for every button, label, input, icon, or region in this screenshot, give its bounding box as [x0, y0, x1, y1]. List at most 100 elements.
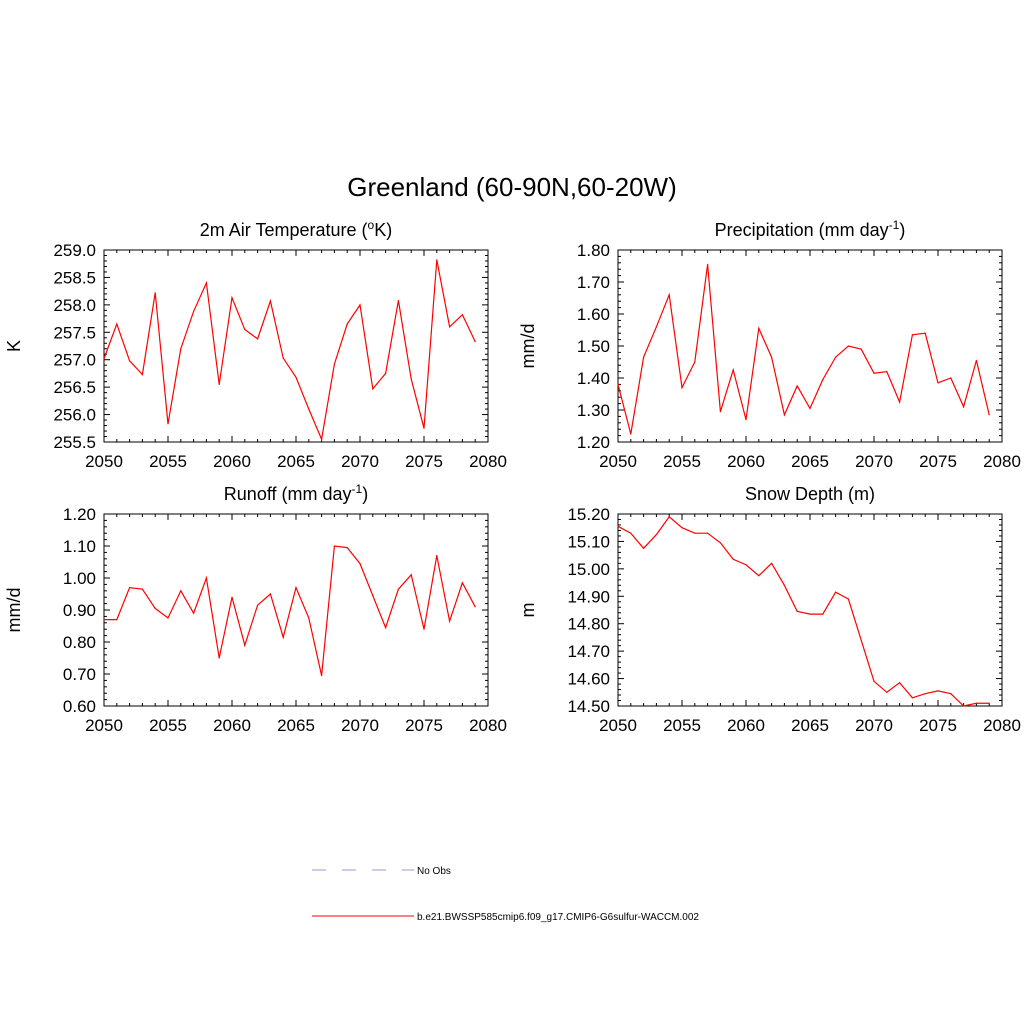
data-point [822, 613, 824, 615]
data-point [835, 356, 837, 358]
y-tick-label: 0.70 [63, 665, 96, 684]
y-tick-label: 1.60 [577, 305, 610, 324]
x-tick-label: 2050 [85, 452, 123, 471]
y-tick-label: 1.00 [63, 569, 96, 588]
y-tick-label: 15.00 [567, 560, 610, 579]
data-point [205, 282, 207, 284]
x-tick-label: 2050 [85, 716, 123, 735]
data-point [655, 326, 658, 328]
y-tick-label: 0.80 [63, 633, 96, 652]
data-point [193, 612, 195, 614]
data-point [359, 563, 361, 565]
y-tick-label: 1.20 [63, 505, 96, 524]
y-axis-label: mm/d [4, 588, 24, 633]
data-point [180, 590, 182, 592]
panel-title: Precipitation (mm day-1) [715, 218, 906, 240]
data-point [796, 385, 798, 387]
y-tick-label: 15.10 [567, 532, 610, 551]
data-point [423, 628, 425, 630]
data-point [231, 596, 233, 598]
data-point [975, 702, 978, 704]
data-point [308, 408, 310, 410]
data-point [694, 532, 696, 534]
data-point [899, 401, 901, 403]
data-point [282, 357, 284, 359]
data-point [911, 334, 914, 336]
data-point [745, 564, 747, 566]
series-line [617, 515, 990, 707]
data-point [423, 427, 425, 429]
data-point [643, 547, 645, 549]
data-point [835, 591, 837, 593]
data-point [694, 361, 696, 363]
y-tick-label: 0.90 [63, 601, 96, 620]
data-point [474, 606, 476, 608]
data-point [321, 438, 323, 440]
data-point [167, 423, 169, 425]
data-point [397, 588, 399, 590]
data-point [758, 327, 760, 329]
data-point [295, 376, 297, 378]
data-point [129, 360, 131, 362]
legend-label: b.e21.BWSSP585cmip6.f09_g17.CMIP6-G6sulf… [417, 912, 699, 923]
data-point [796, 610, 798, 612]
y-tick-label: 1.40 [577, 369, 610, 388]
data-point [385, 372, 387, 375]
data-point [707, 532, 709, 534]
data-point [924, 693, 926, 695]
data-point [771, 356, 773, 358]
data-point [372, 595, 374, 597]
data-point [732, 558, 734, 560]
y-tick-label: 0.60 [63, 697, 96, 716]
data-point [269, 593, 271, 595]
data-point [899, 682, 901, 684]
data-point [218, 383, 220, 385]
data-point [141, 373, 143, 376]
data-point [681, 387, 683, 389]
data-point [809, 407, 811, 409]
data-point [449, 620, 451, 622]
data-point [397, 299, 399, 302]
y-tick-label: 255.5 [53, 433, 96, 452]
y-axis-label: mm/d [518, 324, 538, 369]
data-point [333, 545, 335, 547]
y-tick-label: 259.0 [53, 241, 96, 260]
data-point [950, 693, 952, 695]
data-point [346, 547, 348, 549]
data-point [860, 348, 862, 350]
plot-frame [617, 249, 1003, 443]
series-line [104, 545, 476, 676]
x-tick-label: 2070 [855, 452, 893, 471]
data-point [630, 532, 632, 534]
data-point [732, 369, 734, 371]
data-point [436, 555, 438, 557]
data-point [719, 411, 722, 413]
legend-item: b.e21.BWSSP585cmip6.f09_g17.CMIP6-G6sulf… [312, 912, 699, 923]
data-point [617, 525, 619, 527]
data-point [359, 304, 361, 306]
data-point [282, 636, 284, 638]
y-tick-label: 1.50 [577, 337, 610, 356]
y-tick-label: 1.70 [577, 273, 610, 292]
legend: No Obs b.e21.BWSSP585cmip6.f09_g17.CMIP6-… [312, 866, 699, 923]
x-tick-label: 2055 [663, 452, 701, 471]
data-point [257, 338, 259, 340]
x-tick-label: 2070 [855, 716, 893, 735]
y-tick-label: 15.20 [567, 505, 610, 524]
legend-label: No Obs [417, 866, 451, 877]
data-point [154, 607, 156, 610]
data-point [681, 527, 683, 529]
data-point [333, 363, 335, 365]
data-point [668, 294, 670, 296]
legend-item: No Obs [312, 866, 451, 877]
data-point [321, 675, 323, 677]
x-tick-label: 2065 [791, 716, 829, 735]
y-axis-label: m [518, 603, 538, 618]
x-tick-label: 2055 [149, 452, 187, 471]
data-point [205, 577, 207, 579]
data-point [385, 627, 387, 629]
data-point [719, 542, 722, 544]
data-point [975, 359, 978, 361]
data-point [822, 379, 824, 381]
